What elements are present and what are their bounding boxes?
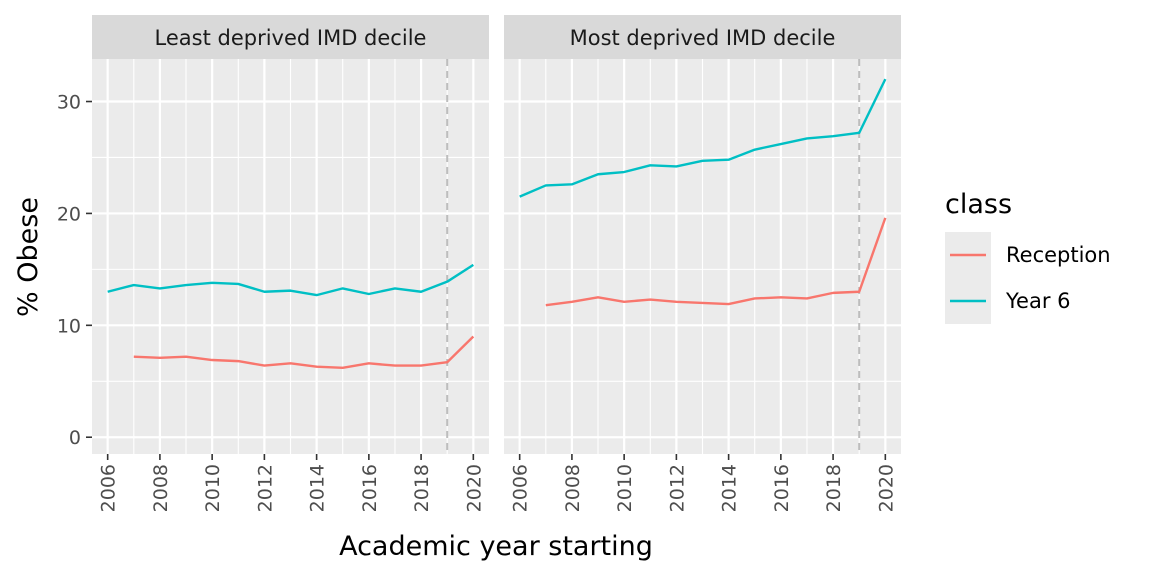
panel-2-strip-title: Most deprived IMD decile <box>570 26 836 50</box>
panel-1-series-line-year-6 <box>107 263 474 297</box>
panel-1-x-tick-label-2008: 2008 <box>150 464 172 512</box>
panel-2-strip <box>504 15 901 59</box>
panel-2-x-tick-label-2020: 2020 <box>875 464 897 512</box>
legend-title: class <box>945 189 1012 220</box>
panel-2-x-tick-label-2008: 2008 <box>562 464 584 512</box>
panel-2-x-tick-label-2006: 2006 <box>510 464 532 512</box>
y-tick-label-0: 0 <box>69 427 81 449</box>
y-tick-label-30: 30 <box>57 92 81 114</box>
legend: class Reception Year 6 <box>945 189 1111 324</box>
panel-2-x-tick-label-2012: 2012 <box>666 464 688 512</box>
panel-2-x-tick-label-2018: 2018 <box>823 464 845 512</box>
panel-1-strip-title: Least deprived IMD decile <box>155 26 427 50</box>
legend-label-reception: Reception <box>1006 243 1111 267</box>
panel-2: Most deprived IMD decile <box>504 15 901 454</box>
panel-1-x-tick-label-2014: 2014 <box>307 464 329 512</box>
panel-1-x-tick-label-2020: 2020 <box>463 464 485 512</box>
panel-1-x-tick-label-2010: 2010 <box>202 464 224 512</box>
panel-2-x-tick-label-2016: 2016 <box>771 464 793 512</box>
panel-1-x-tick-label-2012: 2012 <box>254 464 276 512</box>
legend-label-year-6: Year 6 <box>1005 289 1071 313</box>
panel-1-x-tick-label-2016: 2016 <box>359 464 381 512</box>
y-axis: 0 10 20 30 <box>57 92 92 449</box>
legend-keys: Reception Year 6 <box>945 232 1111 324</box>
y-axis-title: % Obese <box>13 197 44 317</box>
panel-2-x-tick-label-2010: 2010 <box>614 464 636 512</box>
panel-1-strip <box>92 15 489 59</box>
y-tick-label-10: 10 <box>57 315 81 337</box>
chart-panels: Least deprived IMD decile Most deprived I… <box>92 15 901 454</box>
panel-2-series-line-reception <box>545 217 887 307</box>
panel-1: Least deprived IMD decile <box>92 15 489 454</box>
panel-2-series-line-year-6 <box>519 78 887 198</box>
y-tick-label-20: 20 <box>57 203 81 225</box>
x-axes: 2006 2008 2010 2012 2014 2016 2018 2020 2006 2008… <box>98 454 897 512</box>
panel-1-x-tick-label-2006: 2006 <box>98 464 120 512</box>
panel-2-x-tick-label-2014: 2014 <box>719 464 741 512</box>
x-axis-title: Academic year starting <box>339 531 653 562</box>
panel-1-series-line-reception <box>133 335 475 370</box>
panel-1-x-tick-label-2018: 2018 <box>411 464 433 512</box>
